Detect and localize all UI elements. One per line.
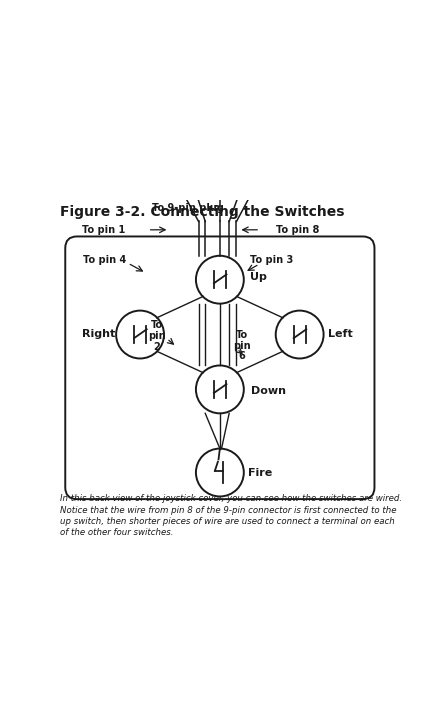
Text: Fire: Fire [248,468,272,479]
Text: To pin 1: To pin 1 [82,225,125,235]
Text: To pin 8: To pin 8 [276,225,320,235]
Text: Left: Left [328,329,353,339]
Text: Down: Down [251,386,287,396]
Text: In this back view of the joystick cover, you can see how the switches are wired.: In this back view of the joystick cover,… [60,494,402,537]
Text: To 9-pin plug: To 9-pin plug [152,203,224,213]
Text: To pin 3: To pin 3 [250,254,293,265]
Text: To
pin
2: To pin 2 [148,320,166,352]
Text: Right: Right [82,329,115,339]
Text: Up: Up [250,272,267,282]
Text: Figure 3-2. Connecting the Switches: Figure 3-2. Connecting the Switches [60,205,345,219]
Text: To
pin
6: To pin 6 [233,330,250,361]
Text: To pin 4: To pin 4 [83,254,126,265]
